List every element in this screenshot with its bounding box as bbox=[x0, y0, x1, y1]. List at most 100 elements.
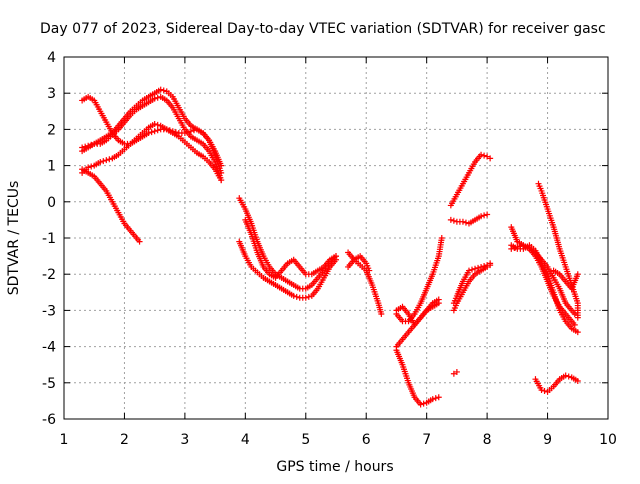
data-marker bbox=[148, 129, 155, 136]
series-arc-24 bbox=[550, 267, 581, 292]
data-point bbox=[218, 162, 225, 169]
data-point bbox=[333, 253, 339, 260]
x-tick-label: 1 bbox=[60, 432, 69, 448]
data-point bbox=[487, 155, 494, 162]
data-marker bbox=[154, 94, 161, 101]
y-tick-label: 1 bbox=[47, 159, 56, 175]
series-arc-16 bbox=[447, 151, 494, 209]
data-point bbox=[157, 86, 164, 93]
data-point bbox=[438, 235, 445, 241]
data-marker bbox=[481, 152, 488, 159]
data-point bbox=[538, 387, 545, 394]
data-point bbox=[151, 128, 158, 135]
data-marker bbox=[154, 121, 161, 128]
y-tick-label: -5 bbox=[42, 376, 56, 392]
data-point bbox=[417, 401, 424, 408]
data-marker bbox=[469, 266, 475, 273]
data-point bbox=[447, 216, 454, 223]
data-point bbox=[302, 294, 309, 301]
series-arc-25 bbox=[532, 372, 581, 395]
data-marker bbox=[450, 217, 457, 224]
data-point bbox=[85, 164, 92, 171]
y-tick-label: -3 bbox=[42, 303, 56, 319]
data-marker bbox=[293, 293, 300, 300]
series-arc-22 bbox=[508, 242, 581, 336]
data-point bbox=[574, 329, 581, 336]
x-tick-label: 2 bbox=[120, 432, 129, 448]
x-tick-label: 8 bbox=[483, 432, 492, 448]
series-arc-10 bbox=[345, 253, 373, 274]
data-point bbox=[435, 394, 442, 401]
y-tick-label: -4 bbox=[42, 340, 56, 356]
data-point bbox=[465, 267, 472, 274]
series-arc-19 bbox=[450, 262, 494, 314]
data-point bbox=[487, 262, 494, 269]
data-marker bbox=[475, 264, 482, 271]
series-arc-5 bbox=[79, 166, 143, 245]
series-arc-8 bbox=[242, 216, 339, 281]
series-arc-3 bbox=[79, 93, 225, 184]
series-arc-13 bbox=[393, 235, 445, 325]
y-tick-label: -2 bbox=[42, 267, 56, 283]
data-point bbox=[562, 372, 569, 379]
series-arc-4 bbox=[79, 120, 225, 184]
grid bbox=[64, 57, 608, 419]
data-point bbox=[366, 267, 373, 274]
data-layer bbox=[79, 86, 581, 408]
data-point bbox=[459, 218, 466, 225]
x-tick-label: 4 bbox=[241, 432, 250, 448]
x-tick-label: 7 bbox=[422, 432, 431, 448]
data-point bbox=[574, 377, 581, 384]
data-point bbox=[571, 321, 578, 328]
data-marker bbox=[100, 158, 107, 165]
y-tick-label: 4 bbox=[47, 50, 56, 66]
y-tick-label: -6 bbox=[42, 412, 56, 428]
data-point bbox=[574, 314, 581, 321]
series-arc-15 bbox=[450, 368, 460, 377]
data-point bbox=[478, 213, 485, 220]
data-point bbox=[484, 211, 491, 218]
data-marker bbox=[154, 127, 161, 134]
y-axis-label: SDTVAR / TECUs bbox=[6, 181, 22, 296]
data-point bbox=[435, 300, 442, 307]
data-point bbox=[218, 177, 225, 184]
data-point bbox=[478, 151, 485, 158]
data-point bbox=[151, 120, 158, 127]
x-tick-label: 6 bbox=[362, 432, 371, 448]
data-point bbox=[97, 158, 104, 165]
data-marker bbox=[541, 387, 548, 394]
series-arc-12 bbox=[393, 300, 442, 328]
data-marker bbox=[462, 219, 469, 226]
data-marker bbox=[481, 212, 488, 219]
data-point bbox=[290, 292, 297, 299]
data-point bbox=[484, 153, 491, 160]
data-point bbox=[571, 311, 578, 318]
y-tick-label: 2 bbox=[47, 122, 56, 138]
data-point bbox=[574, 271, 581, 278]
data-point bbox=[450, 370, 457, 377]
series-arc-14 bbox=[393, 347, 442, 408]
data-point bbox=[145, 130, 152, 137]
series-arc-17 bbox=[447, 211, 491, 227]
data-point bbox=[429, 396, 436, 403]
data-point bbox=[103, 157, 110, 164]
data-marker bbox=[88, 163, 95, 170]
y-tick-label: -1 bbox=[42, 231, 56, 247]
data-point bbox=[472, 265, 479, 272]
y-tick-label: 0 bbox=[47, 195, 56, 211]
data-marker bbox=[106, 156, 113, 163]
data-marker bbox=[160, 87, 167, 94]
x-tick-label: 3 bbox=[180, 432, 189, 448]
data-point bbox=[136, 238, 143, 245]
data-point bbox=[378, 311, 385, 318]
series-arc-7 bbox=[236, 238, 339, 301]
data-point bbox=[151, 95, 158, 102]
data-marker bbox=[420, 400, 427, 407]
x-axis-label: GPS time / hours bbox=[276, 459, 393, 475]
x-tick-label: 10 bbox=[599, 432, 617, 448]
data-marker bbox=[565, 373, 572, 380]
data-point bbox=[484, 263, 491, 270]
